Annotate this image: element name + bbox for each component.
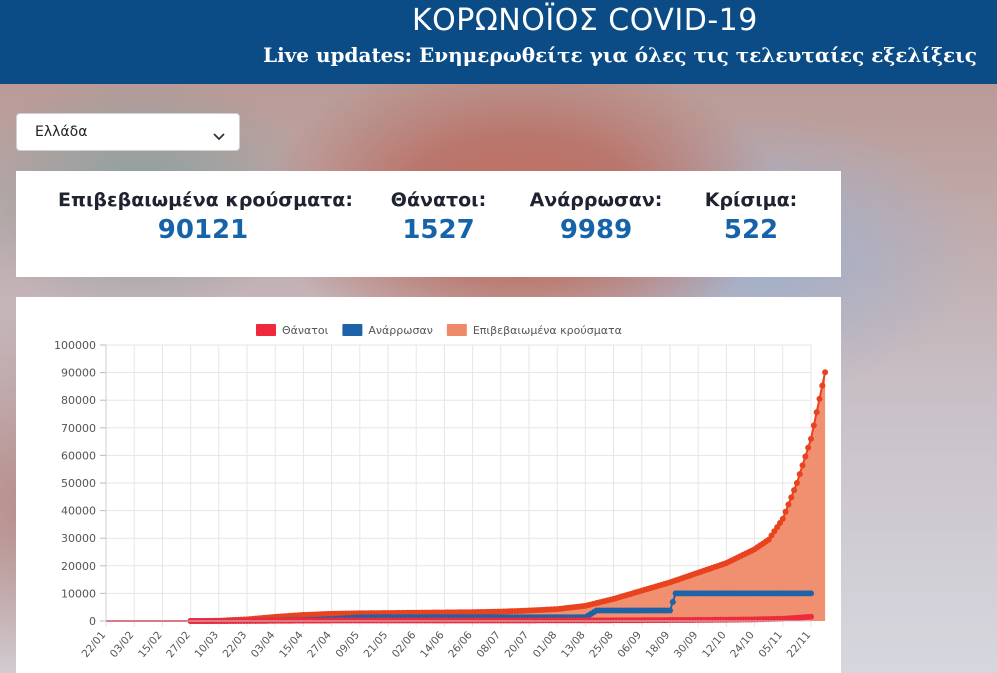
- series-confirmed-point: [805, 444, 812, 451]
- x-tick-label: 20/07: [503, 629, 532, 660]
- y-tick-label: 60000: [61, 449, 96, 462]
- y-tick-label: 20000: [61, 560, 96, 573]
- series-deaths-point: [808, 613, 814, 620]
- x-tick-label: 22/03: [221, 629, 250, 660]
- page-title: ΚΟΡΩΝΟΪΟΣ COVID-19: [412, 3, 758, 38]
- stats-panel: Επιβεβαιωμένα κρούσματα: 90121 Θάνατοι: …: [16, 171, 841, 277]
- series-recovered-point: [669, 598, 676, 605]
- x-tick-label: 06/09: [615, 629, 644, 660]
- x-tick-label: 01/08: [531, 629, 560, 660]
- x-tick-label: 14/06: [418, 629, 447, 660]
- page-header: ΚΟΡΩΝΟΪΟΣ COVID-19 Live updates: Ενημερω…: [0, 0, 997, 84]
- x-tick-label: 15/02: [136, 629, 165, 660]
- y-tick-label: 50000: [61, 477, 96, 490]
- stat-confirmed-label: Επιβεβαιωμένα κρούσματα:: [58, 189, 353, 211]
- y-tick-label: 100000: [54, 339, 96, 352]
- legend-label-confirmed: Επιβεβαιωμένα κρούσματα: [473, 324, 622, 337]
- series-confirmed-area: [106, 372, 826, 621]
- series-confirmed-point: [799, 462, 806, 469]
- stat-recovered: Ανάρρωσαν: 9989: [526, 189, 666, 245]
- legend-swatch-confirmed: [446, 324, 467, 336]
- x-tick-label: 24/10: [728, 629, 757, 660]
- series-confirmed-point: [791, 487, 798, 494]
- x-tick-label: 03/04: [249, 629, 278, 660]
- series-confirmed-point: [819, 382, 826, 389]
- x-tick-label: 22/01: [80, 629, 109, 660]
- series-confirmed-point: [813, 409, 820, 416]
- series-confirmed-point: [796, 471, 803, 478]
- x-tick-label: 05/11: [756, 629, 785, 660]
- stat-confirmed: Επιβεβαιωμένα κρούσματα: 90121: [58, 189, 353, 245]
- y-tick-label: 30000: [61, 532, 96, 545]
- country-select-value: Ελλάδα: [35, 124, 88, 140]
- x-tick-label: 27/02: [164, 629, 193, 660]
- x-tick-label: 25/08: [587, 629, 616, 660]
- stat-critical: Κρίσιμα: 522: [696, 189, 806, 245]
- x-tick-label: 26/06: [446, 629, 475, 660]
- stat-deaths: Θάνατοι: 1527: [376, 189, 501, 245]
- stat-recovered-value: 9989: [559, 215, 633, 245]
- stat-deaths-value: 1527: [402, 215, 475, 245]
- x-tick-label: 22/11: [785, 629, 814, 660]
- series-confirmed-point: [816, 395, 823, 402]
- x-tick-label: 12/10: [700, 629, 729, 660]
- series-recovered-point: [808, 590, 814, 597]
- series-confirmed-point: [793, 480, 800, 486]
- y-tick-label: 10000: [61, 587, 96, 600]
- y-tick-label: 90000: [61, 367, 96, 380]
- series-confirmed-point: [822, 369, 829, 376]
- y-tick-label: 70000: [61, 422, 96, 435]
- cases-chart: 0 10000 20000 30000 40000 50000 60000 70000 8000…: [54, 324, 829, 660]
- y-tick-label: 40000: [61, 505, 96, 518]
- legend-label-recovered: Ανάρρωσαν: [368, 324, 432, 337]
- y-tick-label: 80000: [61, 394, 96, 407]
- x-tick-label: 09/05: [333, 629, 362, 660]
- stat-confirmed-value: 90121: [157, 215, 249, 245]
- country-select[interactable]: Ελλάδα: [16, 113, 240, 151]
- series-recovered-point: [667, 607, 673, 614]
- y-tick-label: 0: [89, 615, 96, 628]
- series-confirmed-point: [782, 508, 789, 515]
- chevron-down-icon: [213, 126, 225, 145]
- x-tick-label: 18/09: [644, 629, 673, 660]
- page-subtitle: Live updates: Ενημερωθείτε για όλες τις …: [263, 43, 977, 67]
- x-tick-label: 08/07: [474, 629, 503, 660]
- x-tick-label: 10/03: [192, 629, 221, 660]
- series-confirmed-point: [785, 501, 792, 508]
- legend-swatch-recovered: [342, 324, 363, 336]
- chart-card: 0 10000 20000 30000 40000 50000 60000 70000 8000…: [16, 297, 841, 673]
- x-tick-label: 21/05: [362, 629, 391, 660]
- series-confirmed-point: [788, 494, 795, 501]
- x-tick-label: 15/04: [277, 629, 306, 660]
- stat-recovered-label: Ανάρρωσαν:: [529, 189, 663, 211]
- stat-critical-value: 522: [723, 215, 779, 245]
- series-confirmed-point: [802, 453, 809, 460]
- legend-label-deaths: Θάνατοι: [282, 324, 329, 337]
- series-confirmed-point: [810, 422, 817, 429]
- x-tick-label: 30/09: [672, 629, 701, 660]
- series-confirmed-point: [808, 435, 814, 442]
- legend-swatch-deaths: [256, 324, 276, 336]
- x-tick-label: 27/04: [305, 629, 334, 660]
- x-tick-label: 02/06: [390, 629, 419, 660]
- series-confirmed-point: [779, 515, 786, 522]
- stat-critical-label: Κρίσιμα:: [704, 189, 798, 211]
- stat-deaths-label: Θάνατοι:: [390, 189, 487, 211]
- x-tick-label: 03/02: [108, 629, 137, 660]
- x-tick-label: 13/08: [559, 629, 588, 660]
